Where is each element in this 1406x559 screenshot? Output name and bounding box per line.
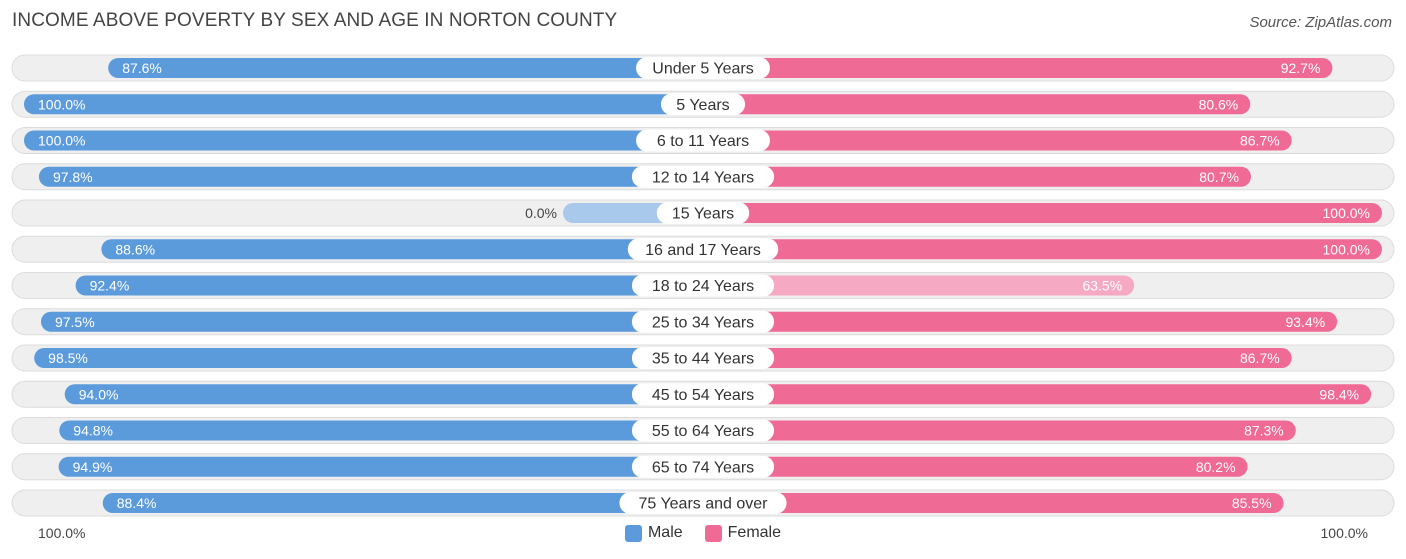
legend-label-female: Female xyxy=(727,524,782,541)
value-label-male: 97.8% xyxy=(53,169,93,185)
value-label-male: 92.4% xyxy=(90,278,130,294)
bar-female[interactable] xyxy=(703,348,1292,368)
category-label: 45 to 54 Years xyxy=(652,387,754,404)
bar-female[interactable] xyxy=(703,311,1338,332)
bar-male[interactable] xyxy=(40,311,704,332)
category-label: 16 and 17 Years xyxy=(645,242,761,259)
value-label-female: 63.5% xyxy=(1082,278,1122,294)
category-label: 55 to 64 Years xyxy=(652,423,754,440)
category-pill xyxy=(631,419,775,442)
value-label-female: 85.5% xyxy=(1232,495,1272,511)
legend-swatch-male xyxy=(624,524,642,542)
bar-female[interactable] xyxy=(703,275,1135,296)
bar-female[interactable] xyxy=(703,58,1333,78)
legend: Male Female xyxy=(0,524,1406,542)
bar-female[interactable] xyxy=(703,203,1382,223)
legend-swatch-female xyxy=(704,524,722,542)
value-label-male: 87.6% xyxy=(122,60,162,76)
category-label: 35 to 44 Years xyxy=(652,351,754,368)
bar-male[interactable] xyxy=(59,420,704,441)
bar-female[interactable] xyxy=(703,384,1372,405)
value-label-male: 88.4% xyxy=(117,495,157,511)
category-pill xyxy=(636,57,770,79)
bar-male[interactable] xyxy=(102,493,704,513)
bar-female[interactable] xyxy=(703,493,1284,513)
value-label-male: 100.0% xyxy=(38,133,85,149)
category-label: 15 Years xyxy=(672,206,734,223)
legend-item-female[interactable]: Female xyxy=(704,524,782,542)
bar-female[interactable] xyxy=(703,130,1292,151)
bar-male[interactable] xyxy=(64,384,704,405)
category-pill xyxy=(660,93,746,116)
value-label-male: 0.0% xyxy=(525,205,557,221)
category-label: 6 to 11 Years xyxy=(657,133,749,150)
category-pill xyxy=(631,310,775,333)
bar-male[interactable] xyxy=(24,94,703,115)
category-pill xyxy=(631,347,775,369)
value-label-male: 94.9% xyxy=(73,459,113,475)
category-label: 18 to 24 Years xyxy=(652,278,754,295)
value-label-female: 100.0% xyxy=(1323,241,1370,257)
value-label-female: 92.7% xyxy=(1281,60,1321,76)
category-pill xyxy=(631,455,775,478)
value-label-male: 88.6% xyxy=(115,241,155,257)
value-label-male: 94.8% xyxy=(73,423,113,439)
source-note: Source: ZipAtlas.com xyxy=(1249,14,1392,31)
category-pill xyxy=(619,492,787,514)
chart-title: INCOME ABOVE POVERTY BY SEX AND AGE IN N… xyxy=(12,10,618,31)
value-label-female: 87.3% xyxy=(1244,423,1284,439)
category-label: 75 Years and over xyxy=(639,496,769,513)
axis-right-label: 100.0% xyxy=(1320,525,1368,541)
value-label-female: 80.7% xyxy=(1199,169,1239,185)
category-label: 5 Years xyxy=(676,97,729,114)
category-label: 12 to 14 Years xyxy=(652,169,754,186)
chart-plot: 87.6% 92.7% Under 5 Years 100.0% 80.6% 5 Year… xyxy=(11,54,1395,517)
category-label: Under 5 Years xyxy=(652,61,753,78)
bar-male[interactable] xyxy=(24,130,703,151)
value-label-female: 86.7% xyxy=(1240,350,1280,366)
value-label-male: 97.5% xyxy=(55,314,95,330)
value-label-female: 80.2% xyxy=(1196,459,1236,475)
category-pill xyxy=(631,383,775,406)
category-label: 65 to 74 Years xyxy=(652,459,754,476)
category-pill xyxy=(631,274,775,297)
legend-item-male[interactable]: Male xyxy=(624,524,683,542)
bar-male[interactable] xyxy=(38,166,704,187)
legend-label-male: Male xyxy=(647,524,683,541)
value-label-female: 80.6% xyxy=(1199,96,1239,112)
bar-male[interactable] xyxy=(34,348,704,368)
value-label-female: 98.4% xyxy=(1319,386,1359,402)
value-label-female: 93.4% xyxy=(1285,314,1325,330)
category-pill xyxy=(636,129,770,152)
category-label: 25 to 34 Years xyxy=(652,314,754,331)
value-label-male: 94.0% xyxy=(79,386,119,402)
bar-female[interactable] xyxy=(703,239,1382,260)
bar-female[interactable] xyxy=(703,456,1248,477)
bar-male[interactable] xyxy=(75,275,703,296)
bar-female[interactable] xyxy=(703,94,1251,115)
bar-female[interactable] xyxy=(703,420,1296,441)
value-label-female: 86.7% xyxy=(1240,133,1280,149)
bar-male[interactable] xyxy=(58,456,703,477)
category-pill xyxy=(627,238,779,261)
category-pill xyxy=(656,202,750,224)
category-pill xyxy=(631,165,775,188)
bar-male[interactable] xyxy=(101,239,703,260)
bar-female[interactable] xyxy=(703,166,1251,187)
value-label-male: 98.5% xyxy=(48,350,88,366)
axis-left-label: 100.0% xyxy=(38,525,86,541)
value-label-male: 100.0% xyxy=(38,96,85,112)
bar-male[interactable] xyxy=(108,58,704,78)
value-label-female: 100.0% xyxy=(1323,205,1370,221)
